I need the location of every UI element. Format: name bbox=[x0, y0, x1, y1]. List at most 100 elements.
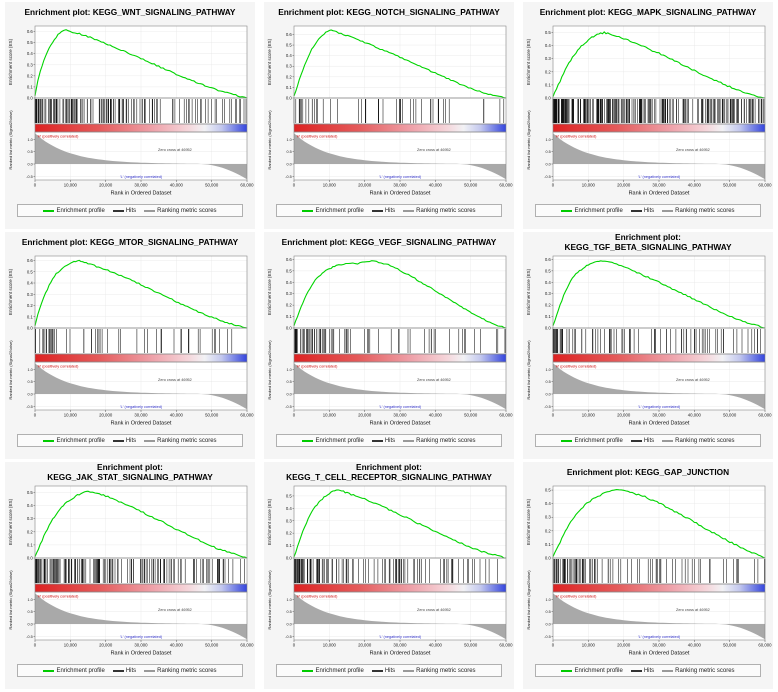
plot-legend: Enrichment profile Hits Ranking metric sco… bbox=[276, 664, 502, 677]
ranked-y-tick-label: -0.5 bbox=[544, 405, 551, 409]
correlation-gradient-bar bbox=[35, 124, 247, 132]
ranked-y-tick-label: 1.0 bbox=[28, 368, 33, 372]
legend-swatch-icon bbox=[630, 209, 642, 212]
legend-label: Enrichment profile bbox=[56, 207, 105, 214]
plot-canvas: 0.0 0.1 0.2 0.3 0.4 0.5 0.6 1.0 0.5 0.0 -0.50 10,00… bbox=[8, 255, 254, 427]
x-tick-label: 30,000 bbox=[652, 183, 666, 188]
plot-title-line: Enrichment plot: KEGG_VEGF_SIGNALING_PAT… bbox=[281, 236, 497, 247]
hits-strip bbox=[293, 559, 498, 583]
legend-swatch-icon bbox=[43, 209, 55, 212]
ranked-y-tick-label: 0.0 bbox=[546, 623, 551, 627]
x-tick-label: 20,000 bbox=[99, 183, 113, 188]
es-y-tick-label: 0.1 bbox=[27, 542, 34, 547]
ranked-y-tick-label: -0.5 bbox=[285, 635, 292, 639]
neg-correlated-label: 'L' (negatively correlated) bbox=[638, 405, 681, 409]
es-y-tick-label: 0.1 bbox=[27, 84, 34, 89]
legend-swatch-icon bbox=[662, 439, 674, 442]
gsea-plot-1: Enrichment plot: KEGG_WNT_SIGNALING_PATH… bbox=[5, 2, 255, 229]
zero-cross-label: Zero cross at 46952 bbox=[417, 148, 451, 152]
ranked-y-tick-label: 0.0 bbox=[28, 393, 33, 397]
legend-swatch-icon bbox=[144, 669, 156, 672]
legend-item: Enrichment profile bbox=[302, 668, 364, 674]
x-axis-label: Rank in Ordered Dataset bbox=[370, 191, 431, 197]
ranked-axis-label: Ranked list metric (Signal2Noise) bbox=[267, 340, 272, 400]
legend-label: Ranking metric scores bbox=[416, 667, 476, 674]
ranked-axis-label: Ranked list metric (Signal2Noise) bbox=[8, 570, 13, 630]
x-tick-label: 60,000 bbox=[758, 413, 772, 418]
correlation-gradient-bar bbox=[553, 584, 765, 592]
legend-label: Enrichment profile bbox=[56, 437, 105, 444]
ranked-axis-label: Ranked list metric (Signal2Noise) bbox=[8, 110, 13, 170]
x-tick-label: 30,000 bbox=[652, 643, 666, 648]
es-axis-label: Enrichment score (ES) bbox=[526, 268, 531, 315]
legend-label: Ranking metric scores bbox=[416, 207, 476, 214]
es-y-tick-label: 0.6 bbox=[545, 257, 552, 262]
x-tick-label: 20,000 bbox=[617, 183, 631, 188]
ranked-y-tick-label: 0.5 bbox=[28, 380, 33, 384]
es-y-tick-label: 0.2 bbox=[545, 528, 552, 533]
zero-cross-label: Zero cross at 46952 bbox=[158, 378, 192, 382]
es-curve bbox=[552, 31, 766, 99]
es-y-tick-label: 0.0 bbox=[286, 96, 293, 101]
es-y-tick-label: 0.5 bbox=[545, 30, 552, 35]
neg-correlated-label: 'L' (negatively correlated) bbox=[379, 405, 422, 409]
x-tick-label: 60,000 bbox=[240, 413, 254, 418]
es-y-tick-label: 0.1 bbox=[286, 85, 293, 90]
legend-swatch-icon bbox=[302, 439, 314, 442]
x-tick-label: 50,000 bbox=[723, 183, 737, 188]
x-tick-label: 30,000 bbox=[134, 183, 148, 188]
x-tick-label: 20,000 bbox=[358, 643, 372, 648]
ranked-y-tick-label: 0.0 bbox=[546, 163, 551, 167]
es-y-tick-label: 0.1 bbox=[286, 543, 293, 548]
plot-canvas: 0.0 0.1 0.2 0.3 0.4 0.5 1.0 0.5 0.0 -0.50 10,000 20… bbox=[267, 485, 513, 657]
plot-legend: Enrichment profile Hits Ranking metric sco… bbox=[17, 434, 243, 447]
es-y-tick-label: 0.5 bbox=[286, 493, 293, 498]
plot-legend: Enrichment profile Hits Ranking metric sco… bbox=[276, 204, 502, 217]
legend-swatch-icon bbox=[302, 209, 314, 212]
ranked-y-tick-label: 1.0 bbox=[287, 138, 292, 142]
legend-item: Hits bbox=[371, 208, 395, 214]
es-y-tick-label: 0.3 bbox=[27, 62, 34, 67]
legend-item: Ranking metric scores bbox=[662, 208, 735, 214]
es-y-tick-label: 0.1 bbox=[545, 314, 552, 319]
legend-item: Hits bbox=[112, 208, 136, 214]
legend-item: Hits bbox=[630, 668, 654, 674]
es-y-tick-label: 0.0 bbox=[545, 556, 552, 561]
legend-swatch-icon bbox=[371, 669, 383, 672]
ranked-y-tick-label: 1.0 bbox=[287, 598, 292, 602]
es-axis-label: Enrichment score (ES) bbox=[267, 498, 272, 545]
legend-swatch-icon bbox=[630, 669, 642, 672]
legend-swatch-icon bbox=[43, 669, 55, 672]
legend-item: Enrichment profile bbox=[302, 208, 364, 214]
es-curve bbox=[552, 489, 766, 559]
plot-title: Enrichment plot: KEGG_MTOR_SIGNALING_PAT… bbox=[5, 232, 255, 253]
legend-item: Ranking metric scores bbox=[403, 438, 476, 444]
es-y-tick-label: 0.4 bbox=[545, 280, 552, 285]
es-y-tick-label: 0.3 bbox=[545, 56, 552, 61]
legend-swatch-icon bbox=[371, 209, 383, 212]
legend-item: Ranking metric scores bbox=[403, 667, 476, 674]
legend-item: Hits bbox=[112, 668, 136, 674]
legend-label: Hits bbox=[125, 437, 137, 444]
hits-strip bbox=[293, 99, 505, 123]
x-tick-label: 20,000 bbox=[99, 643, 113, 648]
correlation-gradient-bar bbox=[35, 584, 247, 592]
pos-correlated-label: 'H' (positively correlated) bbox=[37, 365, 79, 369]
correlation-gradient-bar bbox=[553, 354, 765, 362]
es-y-tick-label: 0.0 bbox=[27, 326, 34, 331]
x-tick-label: 10,000 bbox=[582, 183, 596, 188]
es-y-tick-label: 0.3 bbox=[286, 518, 293, 523]
ranked-axis-label: Ranked list metric (Signal2Noise) bbox=[267, 570, 272, 630]
es-y-tick-label: 0.4 bbox=[545, 43, 552, 48]
es-curve bbox=[293, 29, 507, 99]
x-tick-label: 20,000 bbox=[99, 413, 113, 418]
es-y-tick-label: 0.5 bbox=[545, 488, 552, 493]
x-tick-label: 0 bbox=[34, 643, 37, 648]
pos-correlated-label: 'H' (positively correlated) bbox=[296, 135, 338, 139]
hits-strip bbox=[294, 329, 506, 353]
x-tick-label: 10,000 bbox=[323, 643, 337, 648]
neg-correlated-label: 'L' (negatively correlated) bbox=[638, 175, 681, 179]
x-tick-label: 10,000 bbox=[582, 413, 596, 418]
legend-label: Hits bbox=[643, 437, 655, 444]
